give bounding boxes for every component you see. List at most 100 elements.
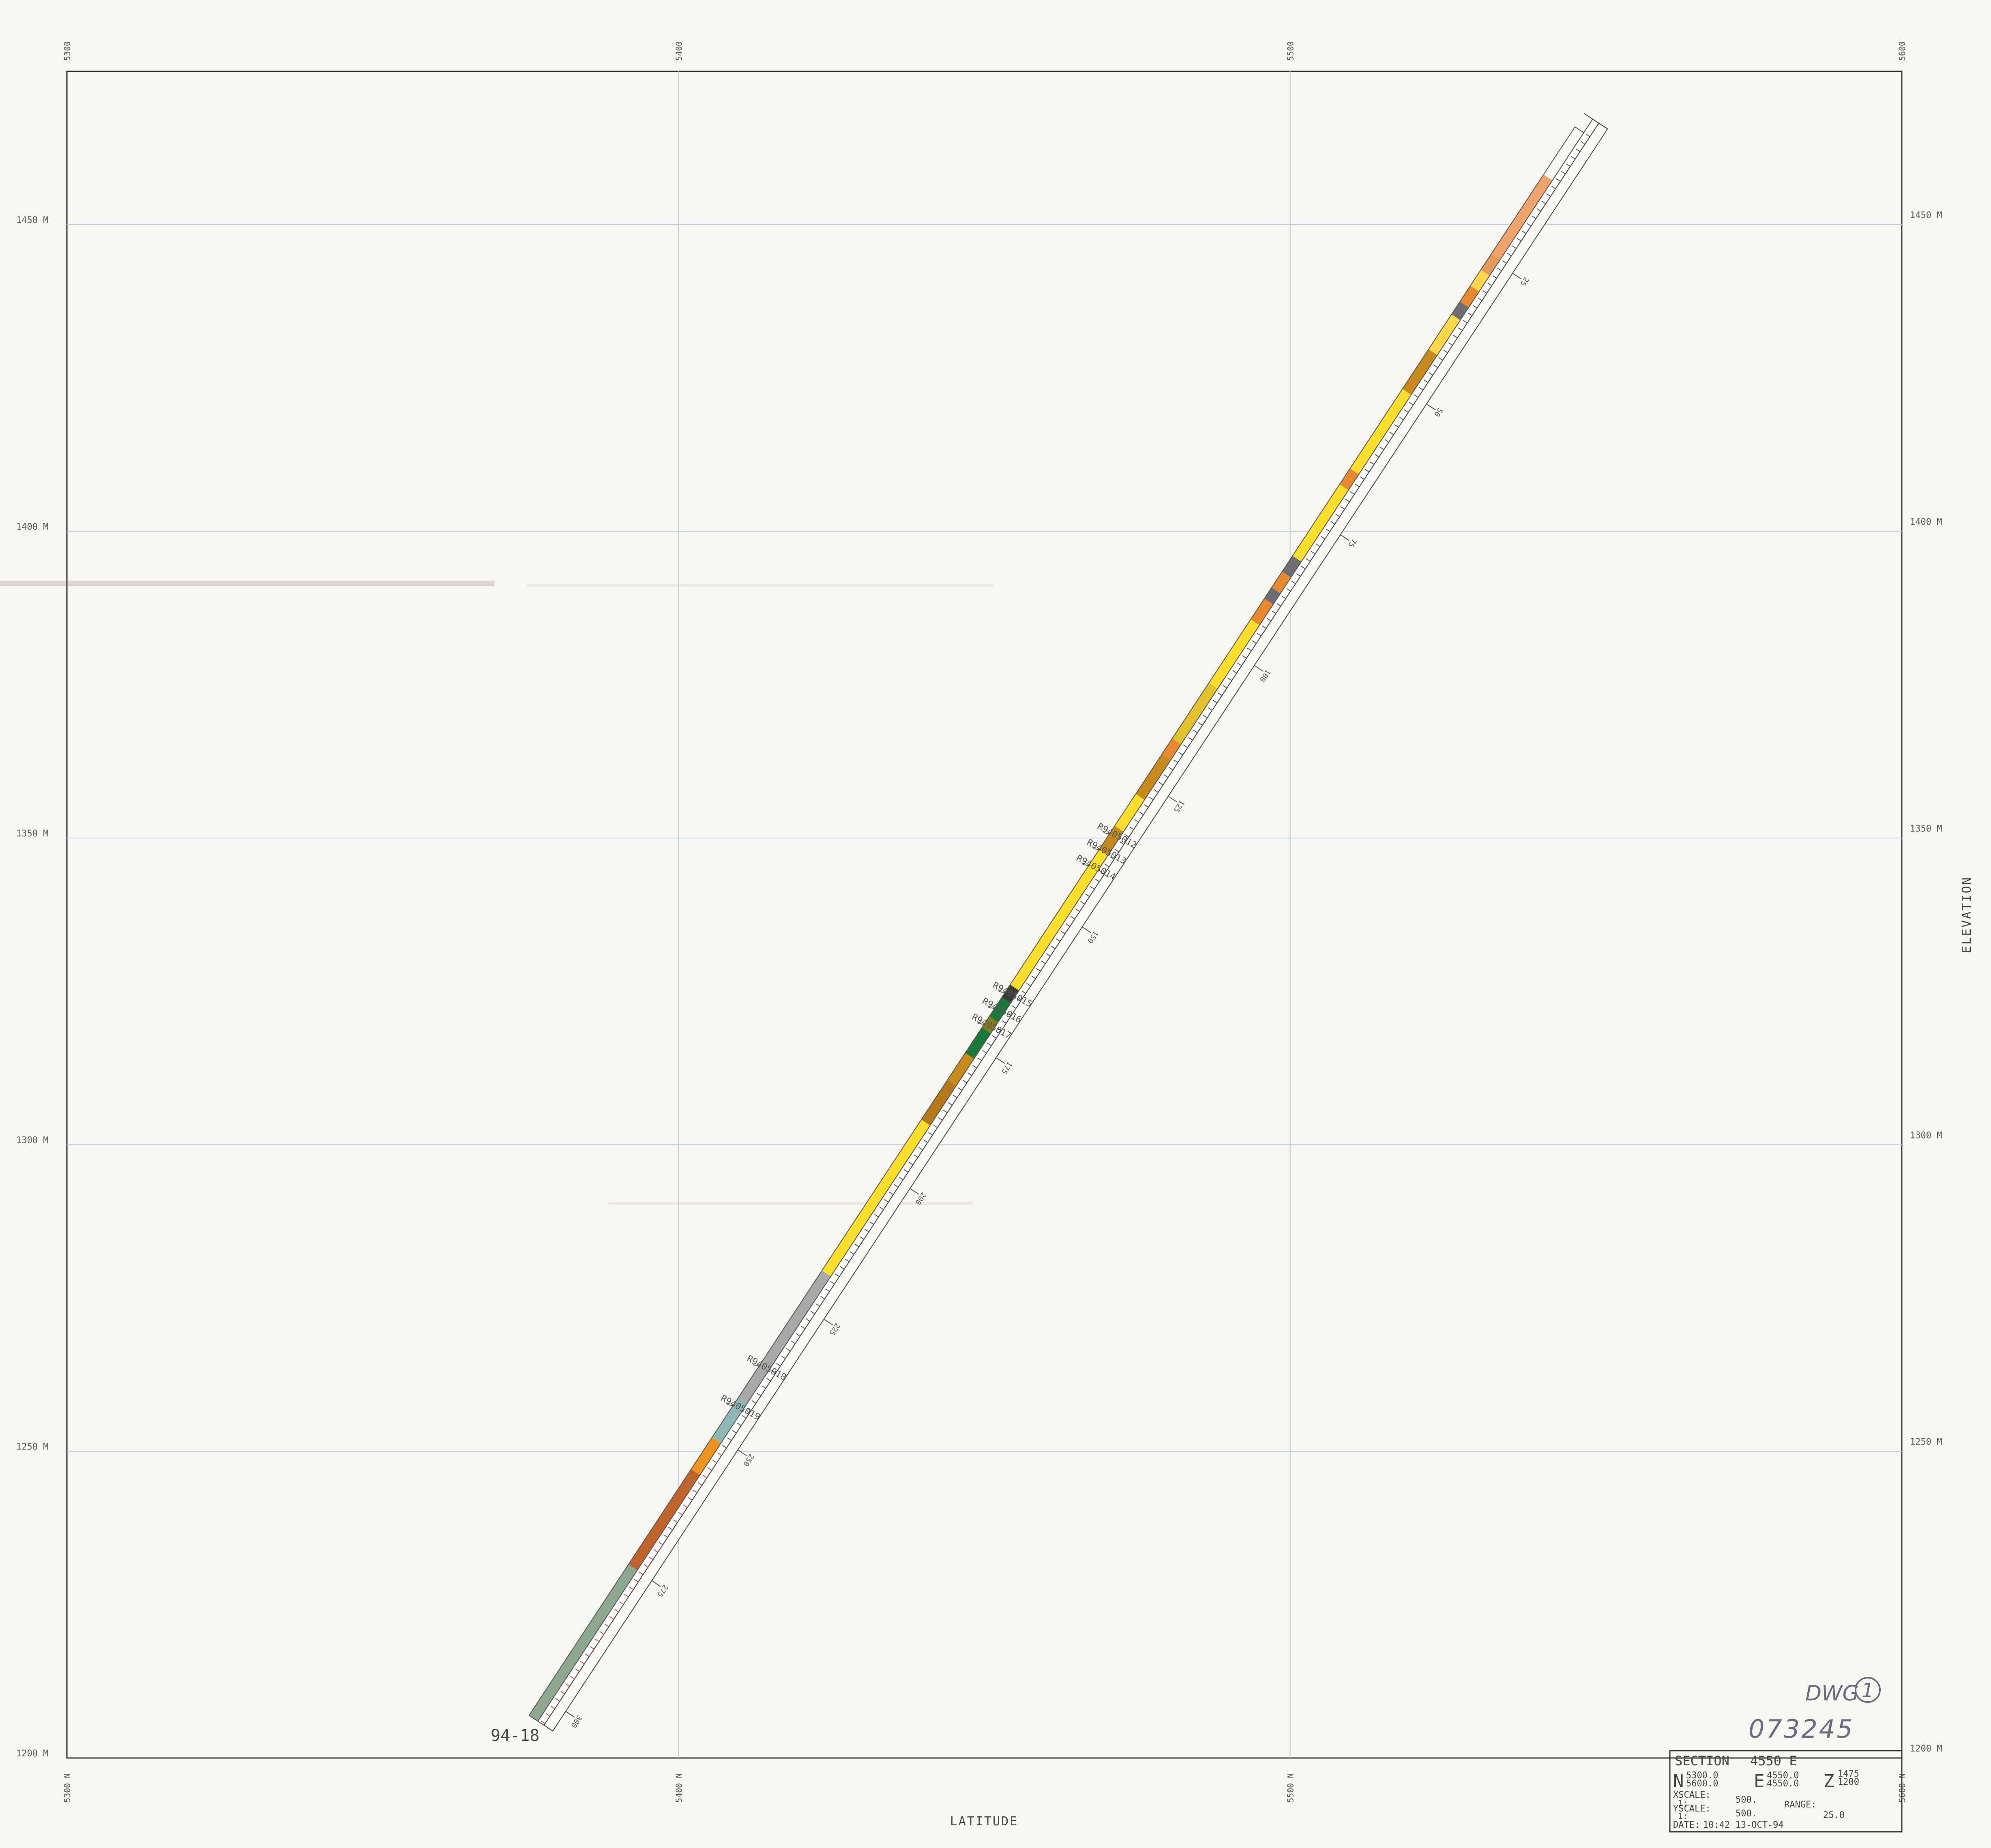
- lithology-column-outline: [528, 126, 1585, 1722]
- range-value: 25.0: [1823, 1810, 1845, 1820]
- depth-tick: [1311, 551, 1315, 555]
- depth-tick: [575, 1668, 580, 1672]
- lithology-interval: [738, 1270, 831, 1404]
- depth-tick: [1414, 394, 1418, 398]
- depth-tick: [864, 1228, 869, 1233]
- depth-tick: [1306, 558, 1311, 562]
- depth-tick: [1468, 312, 1472, 316]
- drawing-number: 073245: [1749, 1714, 1854, 1744]
- depth-tick: [1369, 461, 1374, 465]
- section-label: SECTION: [1675, 1753, 1729, 1769]
- depth-tick: [899, 1177, 903, 1180]
- depth-label-leader: [824, 1318, 833, 1325]
- sample-leader: [999, 991, 1005, 993]
- depth-tick: [673, 1519, 678, 1523]
- depth-tick: [982, 1050, 987, 1054]
- hole-tick-strip: [537, 118, 1600, 1726]
- depth-tick: [771, 1370, 776, 1374]
- x-top-tick-label: 5600: [1897, 41, 1907, 61]
- depth-tick: [1036, 968, 1041, 972]
- depth-tick: [1532, 215, 1536, 219]
- depth-tick: [1404, 409, 1409, 413]
- depth-tick: [639, 1571, 644, 1575]
- depth-tick: [1286, 588, 1291, 592]
- yscale-num: 1:: [1678, 1811, 1688, 1821]
- depth-tick: [1394, 424, 1399, 428]
- depth-tick: [923, 1139, 928, 1143]
- depth-tick: [933, 1124, 938, 1128]
- date-label: DATE:: [1673, 1820, 1700, 1830]
- depth-label-leader: [1340, 534, 1350, 541]
- sample-leader: [1082, 864, 1089, 866]
- depth-tick: [1026, 983, 1031, 986]
- depth-tick: [712, 1460, 717, 1463]
- depth-tick: [1203, 715, 1208, 718]
- depth-tick: [805, 1318, 810, 1322]
- depth-label: 75: [1346, 537, 1358, 549]
- lithology-interval: [1339, 468, 1359, 490]
- lithology-interval: [982, 1016, 998, 1033]
- depth-tick: [1433, 364, 1438, 368]
- depth-tick: [1144, 804, 1149, 808]
- depth-tick: [1070, 916, 1075, 920]
- depth-tick: [1242, 655, 1247, 659]
- depth-label-leader: [1082, 926, 1091, 933]
- y-tick-label-right: 1350 M: [1910, 824, 1942, 834]
- depth-tick: [948, 1102, 953, 1106]
- depth-tick: [1418, 387, 1423, 390]
- depth-tick: [1060, 930, 1065, 935]
- depth-tick: [1497, 268, 1502, 271]
- depth-label-leader: [996, 1057, 1005, 1064]
- depth-tick: [977, 1057, 982, 1061]
- depth-tick: [1016, 998, 1021, 1001]
- depth-tick: [1526, 223, 1532, 227]
- depth-tick: [1065, 923, 1070, 927]
- z-label: Z: [1824, 1771, 1834, 1792]
- lithology-interval: [822, 1119, 930, 1277]
- depth-tick: [962, 1080, 967, 1083]
- depth-tick: [565, 1683, 570, 1687]
- lithology-interval: [1470, 270, 1490, 292]
- depth-tick: [786, 1348, 791, 1352]
- depth-tick: [859, 1236, 864, 1240]
- date-value: 10:42 13-OCT-94: [1703, 1820, 1784, 1830]
- depth-tick: [1129, 826, 1134, 830]
- depth-tick: [1208, 707, 1212, 711]
- depth-tick: [1365, 469, 1369, 472]
- lithology-interval: [1115, 794, 1145, 832]
- collar-mark: [1583, 113, 1608, 129]
- lithology-interval: [1099, 825, 1124, 855]
- depth-tick: [663, 1534, 668, 1538]
- depth-tick: [1021, 990, 1026, 994]
- depth-tick: [1163, 774, 1168, 778]
- depth-tick: [555, 1698, 560, 1702]
- depth-tick: [1448, 342, 1453, 346]
- depth-tick: [953, 1095, 957, 1098]
- depth-tick: [1443, 349, 1448, 353]
- depth-tick: [1257, 632, 1262, 637]
- dwg-label: DWG: [1805, 1681, 1859, 1706]
- yscale-value: 500.: [1736, 1809, 1757, 1819]
- depth-tick: [1188, 737, 1193, 741]
- depth-tick: [903, 1169, 908, 1173]
- depth-tick: [599, 1631, 604, 1635]
- depth-tick: [1262, 625, 1266, 629]
- depth-tick: [1546, 193, 1551, 197]
- depth-tick: [810, 1311, 815, 1314]
- depth-tick: [1114, 849, 1119, 853]
- lithology-interval: [1264, 587, 1281, 605]
- depth-tick: [644, 1564, 648, 1568]
- lithology-interval: [1172, 683, 1218, 744]
- depth-tick: [722, 1445, 727, 1449]
- e-to: 4550.0: [1767, 1779, 1799, 1789]
- depth-tick: [854, 1243, 859, 1247]
- depth-tick: [1222, 685, 1227, 688]
- depth-tick: [1389, 431, 1394, 435]
- depth-tick: [1399, 417, 1404, 420]
- depth-tick: [1247, 647, 1252, 651]
- sample-leader: [988, 1007, 995, 1009]
- depth-tick: [776, 1363, 781, 1366]
- depth-tick: [1217, 692, 1222, 696]
- depth-tick: [1586, 133, 1590, 137]
- depth-tick: [1002, 1020, 1006, 1024]
